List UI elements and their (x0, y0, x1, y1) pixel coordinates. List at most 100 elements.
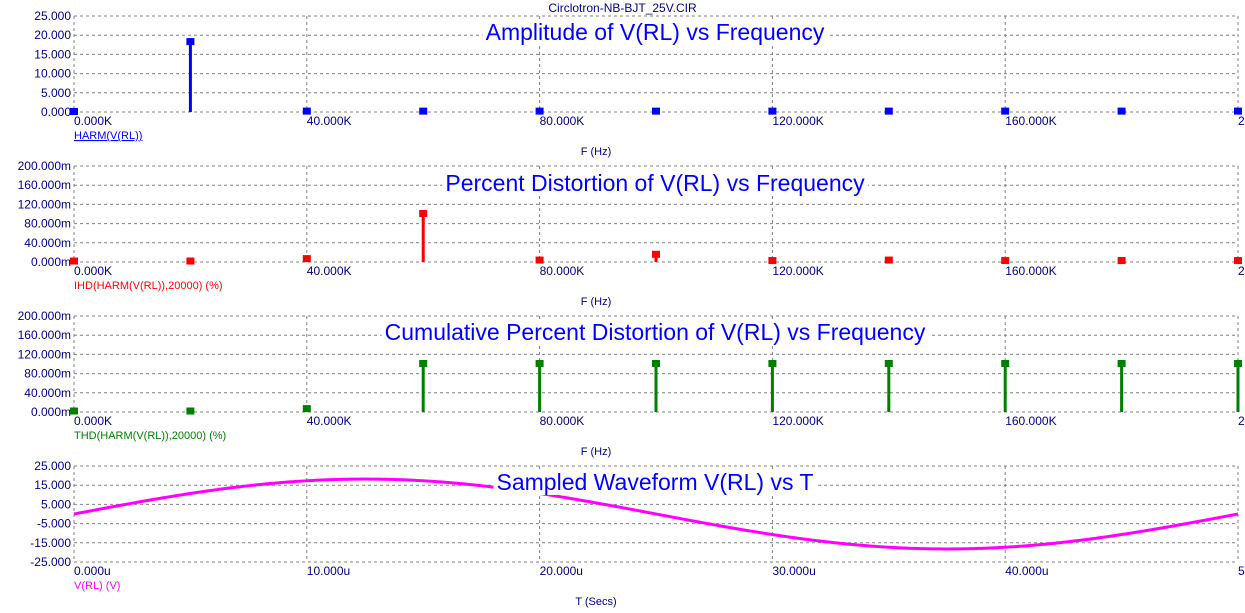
y-tick-label: 160.000m (18, 178, 71, 192)
chart-title: Percent Distortion of V(RL) vs Frequency (445, 170, 865, 196)
y-tick-label: 200.000m (18, 309, 71, 323)
chart-title-bg (442, 170, 869, 196)
y-tick-label: 80.000m (24, 217, 71, 231)
y-tick-label: 5.000 (41, 497, 71, 511)
bar-marker (419, 360, 428, 367)
file-title: Circlotron-NB-BJT_25V.CIR (548, 1, 697, 15)
chart-panel-2: 200.000m160.000m120.000m80.000m40.000m0.… (18, 159, 1245, 308)
series-label: IHD(HARM(V(RL)),20000) (%) (74, 280, 223, 292)
y-tick-label: -15.000 (30, 536, 71, 550)
y-tick-label: 10.000 (34, 67, 71, 81)
bar-marker (535, 107, 544, 115)
x-tick-label: 120.000K (772, 264, 823, 278)
x-tick-label: 120.000K (772, 114, 823, 128)
chart-panel-4: 25.000 15.000 5.000 -5.000 -15.000 -25.0000.0… (30, 459, 1245, 608)
bar-marker (535, 360, 544, 367)
x-tick-label: 40.000K (307, 114, 352, 128)
bar-marker (70, 407, 78, 415)
y-tick-label: -25.000 (30, 555, 71, 569)
bar-marker (652, 360, 660, 367)
bar-marker (768, 360, 777, 367)
bar-marker (419, 107, 428, 115)
y-tick-label: 120.000m (18, 197, 71, 211)
y-tick-label: 80.000m (24, 367, 71, 381)
bar-marker (302, 255, 311, 263)
x-axis-label: F (Hz) (581, 446, 612, 458)
y-tick-label: 40.000m (24, 386, 71, 400)
x-tick-label: 40.000u (1005, 564, 1048, 578)
chart-title-bg (493, 469, 817, 495)
x-tick-label: 120.000K (772, 414, 823, 428)
chart-title: Amplitude of V(RL) vs Frequency (486, 19, 825, 45)
series-label: V(RL) (V) (74, 580, 120, 592)
bar-marker (1001, 360, 1010, 367)
chart-panel-3: 200.000m160.000m120.000m80.000m40.000m0.… (18, 309, 1245, 458)
x-tick-label: 80.000K (540, 264, 585, 278)
x-tick-label: 160.000K (1005, 264, 1056, 278)
bar-marker (70, 257, 78, 265)
x-tick-label: 40.000K (307, 264, 352, 278)
x-axis-label: F (Hz) (581, 296, 612, 308)
x-tick-label: 160.000K (1005, 114, 1056, 128)
bar-marker (1001, 257, 1010, 265)
y-tick-label: 5.000 (41, 86, 71, 100)
x-tick-label: 20.000u (540, 564, 583, 578)
bar-marker (768, 107, 777, 115)
x-tick-label: 40.000K (307, 414, 352, 428)
waveform-line (73, 477, 1239, 551)
bar-marker (186, 257, 195, 265)
bar-marker (186, 38, 195, 46)
bar-marker (1234, 107, 1242, 115)
y-tick-label: 0.000m (31, 405, 71, 419)
bar-marker (1117, 257, 1126, 265)
x-tick-label: 200.000K (1238, 414, 1245, 428)
y-tick-label: 0.000 (41, 105, 71, 119)
x-axis-label: T (Secs) (575, 596, 616, 608)
x-axis-label: F (Hz) (581, 146, 612, 158)
bar-marker (1001, 107, 1010, 115)
x-tick-label: 50.000u (1238, 564, 1245, 578)
bar-marker (884, 107, 893, 115)
x-tick-label: 200.000K (1238, 114, 1245, 128)
bar-marker (1234, 360, 1242, 367)
y-tick-label: 15.000 (34, 47, 71, 61)
chart-title: Cumulative Percent Distortion of V(RL) v… (385, 319, 926, 345)
bar-marker (1117, 360, 1126, 367)
x-tick-label: 80.000K (540, 414, 585, 428)
bar-marker (652, 250, 660, 258)
y-tick-label: -5.000 (37, 517, 71, 531)
bar-marker (884, 360, 893, 367)
bar-marker (186, 407, 195, 415)
y-tick-label: 200.000m (18, 159, 71, 173)
y-tick-label: 120.000m (18, 347, 71, 361)
bar-marker (419, 210, 428, 217)
y-tick-label: 15.000 (34, 478, 71, 492)
x-tick-label: 0.000K (74, 414, 112, 428)
series-label: HARM(V(RL)) (74, 130, 142, 142)
chart-panel-1: 25.000 20.000 15.000 10.000 5.000 0.0000.000K… (34, 9, 1245, 158)
bar-marker (302, 107, 311, 115)
x-tick-label: 10.000u (307, 564, 350, 578)
bar-marker (884, 256, 893, 264)
y-tick-label: 20.000 (34, 28, 71, 42)
bar-marker (768, 257, 777, 265)
x-tick-label: 200.000K (1238, 264, 1245, 278)
x-tick-label: 30.000u (772, 564, 815, 578)
x-tick-label: 80.000K (540, 114, 585, 128)
chart-title-bg (482, 19, 828, 45)
bar-marker (302, 405, 311, 413)
bar-marker (535, 256, 544, 264)
series-label: THD(HARM(V(RL)),20000) (%) (74, 430, 226, 442)
x-tick-label: 160.000K (1005, 414, 1056, 428)
chart-title: Sampled Waveform V(RL) vs T (497, 469, 814, 495)
bar-marker (1234, 257, 1242, 265)
y-tick-label: 160.000m (18, 328, 71, 342)
bar-marker (1117, 107, 1126, 115)
x-tick-label: 0.000K (74, 114, 112, 128)
bar-marker (652, 107, 660, 115)
y-tick-label: 25.000 (34, 9, 71, 23)
y-tick-label: 25.000 (34, 459, 71, 473)
chart-title-bg (381, 319, 929, 345)
y-tick-label: 40.000m (24, 236, 71, 250)
